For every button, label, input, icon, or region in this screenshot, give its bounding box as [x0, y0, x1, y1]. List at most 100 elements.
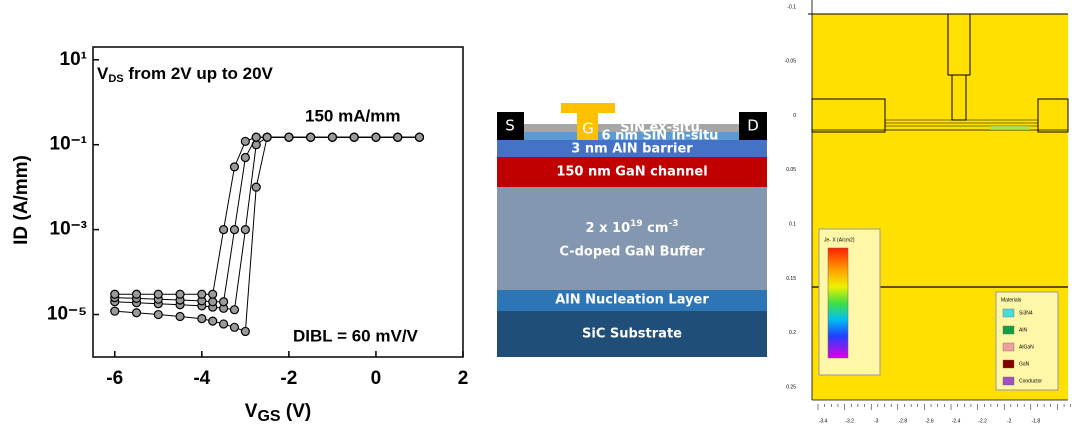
- text-part: DS: [108, 73, 123, 85]
- material-label: AlGaN: [1019, 344, 1034, 350]
- material-label: Conductor: [1019, 378, 1042, 384]
- series-line: [114, 136, 420, 295]
- material-swatch: [1002, 325, 1015, 335]
- y-tick-label: 10¹: [60, 49, 87, 70]
- data-point: [349, 132, 359, 142]
- material-label: GaN: [1019, 361, 1030, 367]
- layer: [524, 124, 739, 132]
- sim-y-tick-label: 0: [793, 113, 796, 119]
- data-point: [229, 162, 240, 172]
- data-point: [240, 152, 250, 163]
- sim-y-tick-label: -0.1: [787, 4, 796, 10]
- sim-x-tick-label: -3: [874, 418, 879, 424]
- sim-y-tick-label: 0.15: [786, 276, 796, 282]
- simulation: [808, 0, 1069, 401]
- contact-label: G: [582, 120, 594, 138]
- data-point: [262, 132, 272, 142]
- text-part: V: [245, 401, 258, 422]
- sim-y-tick-label: 0.2: [789, 330, 796, 336]
- data-point: [110, 289, 120, 299]
- plot-frame: [92, 46, 464, 358]
- colorbar: [827, 247, 849, 359]
- sim-x-tick-label: -2.6: [925, 418, 934, 424]
- annotation: DIBL = 60 mV/V: [293, 326, 419, 345]
- series-line: [114, 136, 420, 311]
- sim-current: [990, 126, 1030, 130]
- data-point: [218, 319, 229, 329]
- data-point: [229, 225, 240, 235]
- text-part: 19: [630, 219, 643, 229]
- sim-x-tick-label: -3.4: [819, 418, 828, 424]
- materials-title: Materials: [1001, 297, 1022, 303]
- annotation: 150 mA/mm: [305, 106, 400, 125]
- sim-x-tick-label: -1.8: [1031, 418, 1040, 424]
- plot-area: [110, 132, 425, 337]
- sim-y-tick-label: -0.05: [785, 59, 797, 65]
- sim-x-tick-label: -2.2: [978, 418, 987, 424]
- sim-x-tick-label: -2: [1007, 418, 1012, 424]
- contact: [497, 112, 524, 140]
- layer-label: SiC Substrate: [582, 327, 682, 342]
- data-point: [208, 297, 218, 307]
- materials-box: [995, 291, 1059, 391]
- data-point: [175, 311, 185, 322]
- material-label: AlN: [1019, 327, 1027, 333]
- data-point: [110, 306, 120, 316]
- data-point: [327, 132, 338, 142]
- x-tick-label: 0: [371, 368, 382, 389]
- x-axis-label: VGS (V): [245, 401, 311, 425]
- sim-y-tick-label: 0.05: [786, 167, 796, 173]
- data-point: [208, 316, 218, 326]
- data-point: [229, 305, 240, 315]
- sim-y-tick-label: 0.25: [786, 384, 796, 390]
- layer-label: AlN Nucleation Layer: [555, 293, 709, 308]
- text-part: from 2V up to 20V: [124, 64, 274, 83]
- data-point: [251, 182, 261, 192]
- data-point: [208, 289, 218, 299]
- material-swatch: [1002, 308, 1015, 318]
- data-point: [153, 289, 163, 299]
- data-point: [240, 326, 250, 337]
- layer: [497, 311, 767, 357]
- text-part: V: [97, 64, 109, 83]
- layer-label: 6 nm SiN in-situ: [602, 129, 719, 144]
- contact: [739, 112, 767, 140]
- x-tick-label: 2: [458, 368, 469, 389]
- material-swatch: [1002, 342, 1015, 352]
- data-point: [175, 289, 185, 299]
- data-point: [371, 132, 381, 142]
- text-part: -3: [668, 219, 678, 229]
- data-point: [197, 314, 207, 324]
- x-tick-label: -6: [106, 368, 123, 389]
- layer: [497, 290, 767, 311]
- data-point: [284, 132, 294, 142]
- data-point: [306, 132, 316, 142]
- doping-label: 2 x 1019 cm-3: [586, 219, 679, 236]
- layer: [497, 187, 767, 290]
- text-part: GS: [257, 408, 280, 425]
- layer-label: 150 nm GaN channel: [556, 165, 707, 180]
- layer: [497, 140, 767, 157]
- sim-x-tick-label: -2.4: [952, 418, 961, 424]
- sim-field-plate: [1037, 98, 1069, 133]
- colorbar-title: Je- X (A/cm2): [824, 237, 855, 243]
- data-point: [393, 132, 403, 142]
- layer-label: 3 nm AlN barrier: [571, 142, 693, 157]
- data-point: [240, 136, 250, 146]
- data-point: [414, 132, 425, 142]
- series-line: [114, 136, 420, 303]
- simulation-labels: -0.1 -0.05 0 0.05 0.1 0.15 0.2 0.25 -3.4 -3.2 -3 -2…: [785, 4, 1071, 424]
- data-point: [218, 297, 229, 307]
- text-part: cm: [643, 221, 669, 236]
- y-axis-label: ID (A/mm): [11, 155, 32, 245]
- layer: [524, 132, 739, 140]
- data-point: [153, 309, 163, 320]
- sim-x-tick-label: -3.2: [845, 418, 854, 424]
- device-diagram: [497, 103, 767, 357]
- layer: [497, 157, 767, 187]
- x-tick-label: -4: [193, 368, 210, 389]
- text-part: (V): [281, 401, 312, 422]
- data-point: [131, 289, 142, 299]
